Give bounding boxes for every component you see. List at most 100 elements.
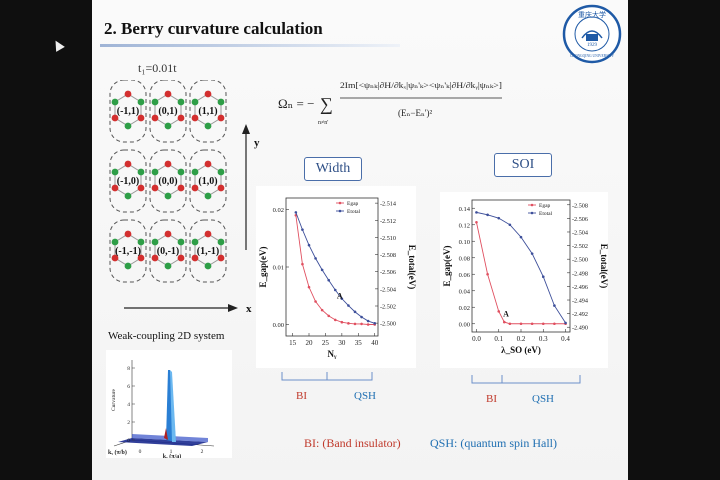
data-point [360, 315, 363, 319]
lattice-atom [177, 114, 185, 122]
data-point [366, 323, 370, 326]
data-point [530, 322, 534, 326]
series-line [476, 222, 566, 325]
lattice-atom [191, 254, 199, 262]
lattice-atom [191, 184, 199, 192]
unit-cell-outline [189, 219, 227, 283]
logo-bottom-text: CHONGQING UNIVERSITY [570, 54, 615, 58]
x-axis-arrowhead [228, 304, 238, 312]
curvature-surface [118, 438, 208, 446]
data-point [333, 318, 337, 322]
y-axis-label: E_gap(eV) [442, 246, 452, 287]
unit-cell-outline [149, 219, 187, 283]
y2-tick-label: -2.504 [572, 229, 588, 236]
formula-sum: ∑ [320, 94, 333, 114]
y-axis-label: y [254, 137, 260, 149]
y-tick-label: 0.01 [273, 265, 284, 272]
soi-chart-panel: 0.0 0.1 0.2 0.3 0.4 0.00 0.02 0.04 0.06 0.08 0.10 0… [440, 192, 609, 368]
hopping-parameter-label: t₁=0.01t [138, 61, 177, 75]
lattice-atom [124, 230, 132, 238]
y2-tick-label: -2.514 [380, 201, 396, 208]
curvature-spike-highlight [170, 370, 176, 442]
cell-label: (-1,0) [117, 176, 140, 187]
y-tick-label: 0.02 [459, 305, 470, 312]
width-label: Width [304, 157, 362, 181]
data-point [327, 314, 331, 318]
lattice-atom [217, 168, 225, 176]
lattice-atom [217, 114, 225, 122]
legend-marker [338, 201, 342, 205]
data-point [327, 278, 331, 282]
y2-tick-label: -2.508 [380, 252, 396, 259]
weak-coupling-caption: Weak-coupling 2D system [108, 330, 225, 342]
y2-axis-label: E_total(eV) [407, 245, 416, 290]
y-tick-label: 0.02 [273, 207, 284, 214]
lattice-atom [124, 192, 132, 200]
width-qsh-label: QSH [354, 390, 377, 402]
y2-tick-label: -2.508 [572, 202, 588, 209]
cell-label: (1,-1) [197, 246, 220, 257]
data-point [294, 211, 298, 214]
lattice-atom [124, 90, 132, 98]
lattice-atom [151, 98, 159, 106]
lattice-atom [204, 192, 212, 200]
lattice-atom [151, 168, 159, 176]
data-point [502, 320, 506, 324]
y-tick-label: 0.00 [273, 322, 284, 329]
data-point [541, 322, 545, 326]
legend-label: Egap [539, 203, 551, 209]
legend-label: Etotal [347, 209, 361, 215]
lattice-diagram: (-1,1) (0,1) (1,1) (-1,0) (0,0) (1,0) (-1,-1) (… [109, 80, 260, 315]
curvature-plot-panel: 0 2 4 6 8 0 1 2 Curvature kₓ (π/a) kᵧ (π/b) [106, 350, 232, 460]
data-point [347, 322, 350, 325]
cell-label: (0,-1) [157, 246, 180, 257]
y2-tick-label: -2.510 [380, 235, 396, 242]
lattice-atom [111, 238, 119, 246]
data-point [301, 262, 304, 266]
data-point [497, 216, 501, 220]
y-tick-label: 0.10 [459, 239, 470, 246]
lattice-atom [151, 254, 159, 262]
lattice-atom [217, 238, 225, 246]
cell-label: (-1,-1) [115, 246, 141, 257]
berry-curvature-formula: Ωₙ = − ∑ n≠n' 2Im[<ψₙₖ|∂H/∂kₓ|ψₙ'ₖ><ψₙ'ₖ… [278, 81, 502, 126]
data-point [486, 272, 489, 276]
x-tick-label: 0.3 [539, 335, 548, 343]
y2-tick-label: -2.490 [572, 325, 588, 332]
logo-year: 1929 [587, 43, 598, 48]
legend-label: Etotal [539, 211, 553, 217]
lattice-atom [191, 238, 199, 246]
presentation-slide: 2. Berry curvature calculation 重庆大学 1929… [92, 0, 628, 480]
x-tick-label: 30 [338, 339, 346, 347]
slide-title: 2. Berry curvature calculation [104, 19, 323, 38]
data-point [475, 211, 478, 214]
data-point [519, 235, 523, 239]
formula-denominator: (Eₙ−Eₙ')² [398, 108, 432, 118]
lattice-atom [177, 238, 185, 246]
data-point [553, 304, 556, 307]
y-tick-label: 0.06 [459, 272, 471, 279]
width-chart: 15 20 25 30 35 40 0.00 0.01 0.02 -2.500 -2.502 -2.5… [258, 197, 417, 359]
series-line [295, 212, 375, 324]
lattice-atom [124, 160, 132, 168]
curvature-axis-label: Curvature [111, 388, 117, 411]
soi-bi-label: BI [486, 393, 497, 405]
x-tick-label: 0.2 [517, 335, 526, 343]
lattice-atom [204, 122, 212, 130]
kx-tick-label: 0 [139, 449, 142, 455]
lattice-atom [111, 254, 119, 262]
cell-label: (-1,1) [117, 106, 140, 117]
formula-sum-index: n≠n' [318, 120, 328, 126]
y2-tick-label: -2.512 [380, 218, 396, 225]
curvature-plot: 0 2 4 6 8 0 1 2 Curvature kₓ (π/a) kᵧ (π/b) [108, 360, 215, 460]
data-point [340, 320, 344, 324]
y2-tick-label: -2.502 [380, 304, 396, 311]
z-tick-label: 4 [127, 402, 130, 408]
x-tick-label: 15 [289, 339, 297, 347]
y2-tick-label: -2.502 [572, 243, 588, 250]
plot-frame [471, 199, 571, 333]
formula-numerator: 2Im[<ψₙₖ|∂H/∂kₓ|ψₙ'ₖ><ψₙ'ₖ|∂H/∂kᵧ|ψₙₖ>] [340, 81, 502, 90]
data-point [307, 243, 311, 247]
lattice-atom [137, 184, 145, 192]
lattice-atom [137, 168, 145, 176]
